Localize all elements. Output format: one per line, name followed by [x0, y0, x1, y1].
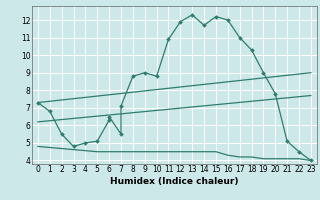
X-axis label: Humidex (Indice chaleur): Humidex (Indice chaleur)	[110, 177, 239, 186]
